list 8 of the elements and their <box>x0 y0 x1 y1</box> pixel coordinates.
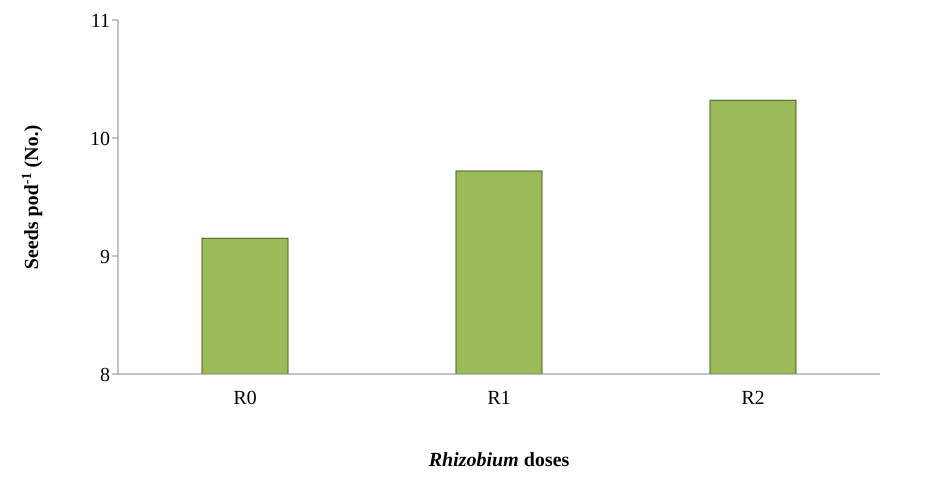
y-tick-label: 9 <box>100 246 110 268</box>
x-tick-label: R0 <box>233 387 257 410</box>
y-tick-label: 11 <box>90 10 110 32</box>
y-tick-label: 10 <box>90 128 110 150</box>
x-tick-label: R2 <box>741 387 765 410</box>
x-tick-label: R1 <box>487 387 511 410</box>
x-axis-title: Rhizobium doses <box>428 449 570 471</box>
y-tick-label: 8 <box>100 364 110 386</box>
